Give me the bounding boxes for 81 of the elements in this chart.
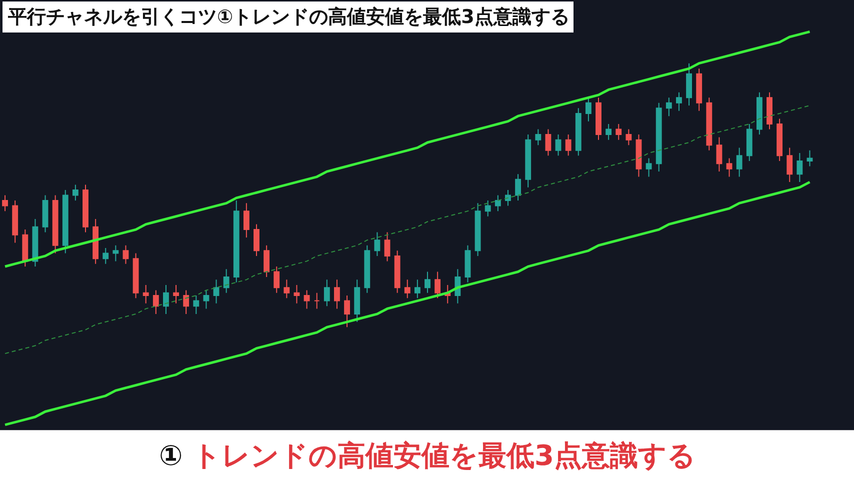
candlestick [112, 244, 119, 262]
candlestick [374, 232, 380, 256]
candlestick [193, 295, 200, 314]
candlestick [505, 189, 511, 206]
candlestick [766, 92, 772, 130]
candlestick [62, 189, 68, 254]
candlestick [294, 284, 300, 304]
candlestick [334, 279, 340, 310]
candlestick [746, 124, 752, 162]
candlestick [776, 118, 783, 162]
candlestick [585, 97, 592, 122]
candlestick [22, 229, 28, 267]
candlestick [354, 279, 360, 322]
candlestick [414, 279, 420, 299]
candlestick [183, 290, 190, 314]
candlestick [122, 244, 129, 264]
candlestick [596, 97, 602, 140]
candlestick [555, 134, 562, 156]
candlestick [565, 134, 572, 156]
candlestick [102, 248, 109, 264]
candlestick [243, 202, 250, 238]
text: ① トレンドの高値安値を最低3点意識する [159, 439, 696, 472]
candlestick [636, 134, 642, 178]
candlestick [344, 295, 350, 328]
candlestick [394, 250, 400, 294]
candlestick [616, 124, 622, 140]
candlestick [646, 158, 652, 178]
candlestick [696, 68, 702, 112]
candlestick [606, 124, 612, 140]
candlestick [786, 147, 793, 183]
candlestick [32, 218, 38, 267]
candlestick [42, 194, 48, 233]
candlestick [142, 284, 149, 304]
candlestick [223, 268, 230, 294]
candlestick [525, 134, 532, 188]
candlestick [173, 284, 179, 304]
candlestick [314, 292, 320, 310]
candlestick [163, 284, 169, 314]
candlestick [274, 266, 280, 294]
candlestick [72, 184, 78, 202]
candlestick [132, 252, 139, 299]
candlestick [464, 244, 471, 283]
candlestick [404, 279, 410, 299]
candlestick [92, 218, 99, 264]
candlestick [726, 158, 732, 178]
candlestick [213, 279, 220, 304]
chart-title: 平行チャネルを引くコツ①トレンドの高値安値を最低3点意識する [7, 6, 570, 28]
candlestick [364, 244, 370, 294]
candlestick [384, 232, 390, 262]
candlestick [82, 184, 88, 233]
candlestick [706, 97, 712, 151]
candlestick [686, 62, 692, 106]
candlestick [2, 194, 8, 212]
candlestick [656, 102, 662, 172]
candlestick [304, 290, 310, 310]
candlestick [324, 279, 330, 307]
candlestick [806, 150, 813, 167]
candlestick [12, 200, 18, 244]
candlestick [484, 200, 491, 217]
candlestick [264, 244, 270, 278]
candlestick [575, 108, 582, 156]
candlestick [434, 271, 441, 299]
candlestick [535, 128, 542, 146]
candlestick [284, 279, 290, 299]
candlestick [626, 128, 632, 146]
candlestick [736, 147, 742, 178]
candlestick [203, 290, 210, 310]
candlestick [52, 194, 58, 254]
candlestick [233, 200, 240, 283]
candlestick [474, 202, 481, 256]
candlestick [254, 224, 260, 256]
candlestick [515, 174, 521, 202]
candlestick [676, 92, 682, 112]
candlestick [796, 152, 803, 183]
candlestick [756, 92, 762, 136]
candlestick [424, 271, 430, 294]
candlestick [152, 290, 159, 314]
candlestick [494, 194, 501, 212]
candlestick [716, 136, 722, 172]
candlestick [545, 128, 552, 156]
candlestick [666, 97, 672, 117]
